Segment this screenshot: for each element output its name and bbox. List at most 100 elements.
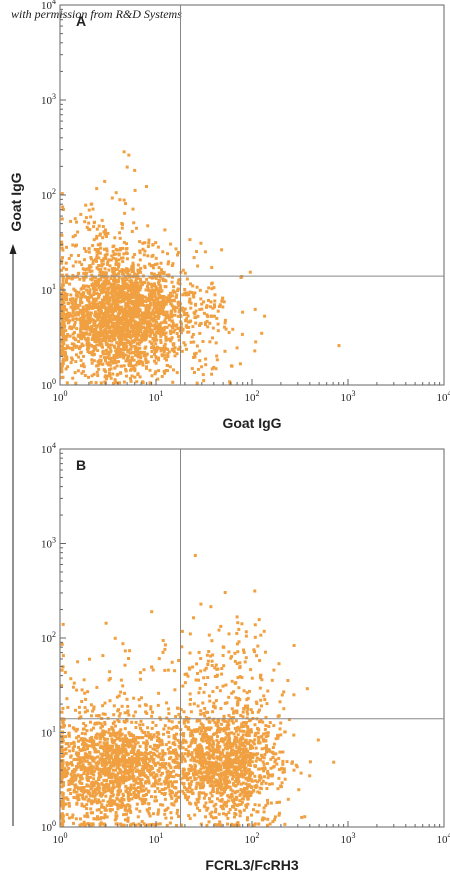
data-point [104, 751, 108, 755]
data-point [147, 320, 151, 324]
data-point [106, 322, 110, 326]
data-point [127, 713, 131, 717]
data-point [60, 376, 64, 380]
data-point [143, 241, 147, 245]
data-point [102, 741, 106, 745]
data-point [98, 823, 102, 827]
data-point [106, 754, 110, 758]
data-point [79, 749, 83, 752]
data-point [94, 280, 98, 284]
data-point [266, 801, 270, 805]
data-point [192, 759, 196, 763]
data-point [93, 750, 97, 754]
data-point [185, 277, 189, 281]
data-point [141, 736, 145, 740]
data-point [243, 794, 247, 798]
data-point [163, 342, 167, 346]
data-point [170, 280, 174, 284]
data-point [165, 273, 169, 277]
data-point [108, 744, 112, 748]
data-point [163, 228, 167, 232]
data-point [155, 338, 159, 342]
data-point [75, 758, 79, 762]
data-point [71, 318, 75, 322]
data-point [100, 756, 104, 760]
data-point [70, 775, 74, 779]
data-point [133, 303, 137, 307]
data-point [106, 786, 110, 790]
data-point [153, 790, 157, 794]
data-point [88, 270, 92, 273]
data-point [99, 362, 102, 366]
data-point [80, 364, 83, 368]
data-point [117, 752, 121, 756]
data-point [147, 241, 151, 245]
data-point [101, 712, 105, 716]
data-point [162, 295, 166, 298]
data-point [87, 247, 91, 251]
data-point [97, 264, 101, 267]
data-point [120, 352, 124, 356]
data-point [170, 796, 174, 800]
data-point [102, 290, 105, 294]
data-point [64, 295, 68, 299]
data-point [98, 233, 102, 237]
data-point [112, 253, 116, 256]
data-point [144, 734, 148, 737]
data-point [157, 266, 161, 270]
data-point [203, 752, 207, 756]
data-point [195, 344, 199, 348]
data-point [109, 756, 113, 760]
data-point [90, 785, 94, 789]
data-point [98, 359, 102, 363]
data-point [157, 307, 161, 311]
data-point [154, 297, 158, 301]
data-point [120, 271, 124, 275]
data-point [148, 745, 152, 749]
data-point [155, 305, 159, 309]
data-point [132, 340, 136, 344]
data-point [133, 272, 137, 276]
data-point [95, 370, 99, 374]
data-point [60, 749, 64, 753]
data-point [107, 771, 111, 775]
data-point [73, 785, 77, 789]
data-point [78, 711, 82, 715]
data-point [73, 757, 77, 761]
data-point [103, 232, 107, 236]
data-point [128, 313, 132, 317]
data-point [103, 743, 107, 747]
data-point [98, 734, 102, 738]
data-point [139, 270, 143, 274]
data-point [117, 763, 121, 767]
data-point [74, 817, 78, 821]
data-point [149, 264, 153, 268]
data-point [124, 347, 128, 351]
data-point [115, 822, 119, 826]
data-point [102, 285, 106, 289]
data-point [169, 751, 173, 755]
data-point [72, 788, 76, 792]
data-point [219, 764, 223, 768]
data-point [61, 266, 65, 270]
data-point [265, 744, 268, 748]
data-point [113, 762, 117, 766]
data-point [114, 811, 118, 815]
data-point [72, 325, 76, 329]
data-point [195, 798, 199, 801]
data-point [136, 334, 140, 338]
data-point [158, 716, 162, 720]
x-tick-label: 103 [341, 389, 356, 404]
data-point [117, 347, 121, 351]
data-point [101, 262, 105, 266]
data-point [75, 794, 79, 798]
data-point [129, 283, 133, 287]
data-point [132, 739, 136, 742]
data-point [90, 269, 94, 273]
data-point [130, 356, 134, 360]
data-point [119, 348, 123, 351]
data-point [208, 797, 211, 801]
data-point [159, 803, 163, 807]
data-point [210, 768, 213, 772]
data-point [83, 295, 87, 299]
